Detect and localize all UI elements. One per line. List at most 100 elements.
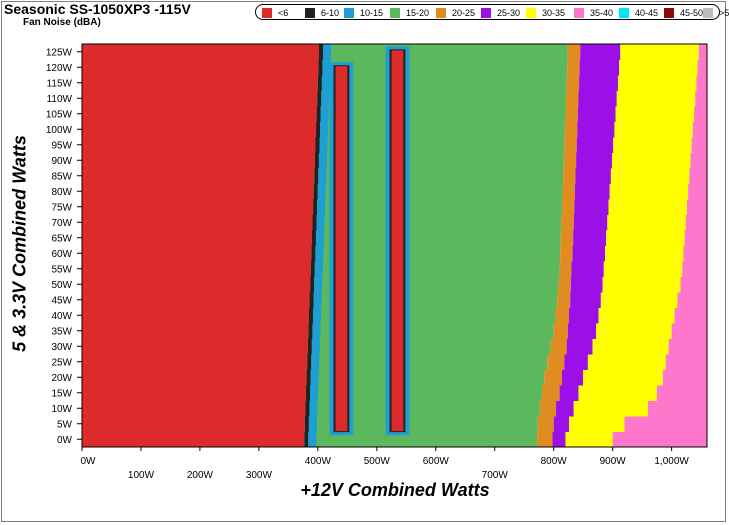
heatmap-cell <box>82 338 308 355</box>
heatmap-cell <box>539 400 557 417</box>
legend-label: 25-30 <box>497 7 521 18</box>
legend-item: 45-50 <box>664 7 703 18</box>
heatmap-cell <box>311 338 320 355</box>
heatmap-cell <box>579 59 620 76</box>
heatmap-cell <box>569 307 599 324</box>
heatmap-cell <box>674 307 707 324</box>
heatmap-cell <box>315 245 324 262</box>
heatmap-cell <box>571 261 604 277</box>
heatmap-cell <box>309 292 314 308</box>
heatmap-cell <box>306 385 542 401</box>
heatmap-cell <box>82 292 310 308</box>
heatmap-cell <box>82 137 316 153</box>
heatmap-cell <box>314 276 323 293</box>
heatmap-cell <box>558 276 571 293</box>
heatmap-cell <box>561 369 584 386</box>
heatmap-cell <box>311 354 320 370</box>
heatmap-cell <box>561 199 575 215</box>
heatmap-cell <box>318 152 327 169</box>
heatmap-cell <box>575 168 611 184</box>
heatmap-cell <box>306 369 311 386</box>
heatmap-cell <box>682 261 707 277</box>
heatmap-cells <box>82 44 707 448</box>
heatmap-cell <box>82 307 310 324</box>
heatmap-cell <box>313 292 322 308</box>
legend-swatch <box>305 7 315 18</box>
heatmap-cell <box>587 354 666 370</box>
heatmap-cell <box>321 75 330 91</box>
legend-swatch <box>390 7 400 18</box>
heatmap-cell <box>602 276 681 293</box>
heatmap-cell <box>624 416 707 432</box>
heatmap-cell <box>82 75 318 91</box>
heatmap-cell <box>308 431 317 448</box>
heatmap-cell <box>560 230 574 246</box>
heatmap-cell <box>314 152 319 169</box>
x-axis-label: +12V Combined Watts <box>300 480 490 500</box>
heatmap-cell <box>688 183 707 200</box>
legend-item: >50 <box>703 7 729 18</box>
heatmap-cell <box>317 90 567 107</box>
heatmap-cell <box>577 121 615 138</box>
heatmap-cell <box>317 75 567 91</box>
heatmap-cell <box>574 183 610 200</box>
heatmap-cell <box>560 245 573 262</box>
heatmap-cell <box>614 121 693 138</box>
heatmap-cell <box>315 137 320 153</box>
chart-title: Seasonic SS-1050XP3 -115V <box>4 1 191 17</box>
legend-label: 35-40 <box>590 7 614 18</box>
legend-label: 30-35 <box>542 7 566 18</box>
heatmap-cell <box>574 199 609 215</box>
legend-label: 6-10 <box>321 7 340 18</box>
x-tick-label: 0W <box>81 456 97 467</box>
heatmap-cell <box>307 354 312 370</box>
y-tick-label: 35W <box>51 326 72 337</box>
y-tick-label: 70W <box>51 218 72 229</box>
heatmap-cell <box>82 354 308 370</box>
legend-item: 35-40 <box>574 7 613 18</box>
y-tick-label: 115W <box>47 78 73 89</box>
y-tick-label: 25W <box>51 357 72 368</box>
heatmap-cell <box>566 90 579 107</box>
heatmap-cell <box>547 354 565 370</box>
heatmap-cell <box>82 121 317 138</box>
heatmap-cell <box>311 230 316 246</box>
x-tick-label: 300W <box>246 470 273 481</box>
heatmap-cell <box>313 183 563 200</box>
heatmap-cell <box>313 307 322 324</box>
heatmap-cell <box>309 400 318 417</box>
heatmap-cell <box>82 400 306 417</box>
legend-swatch <box>436 7 446 18</box>
heatmap-cell <box>82 199 314 215</box>
x-tick-label: 900W <box>600 456 627 467</box>
heatmap-cell <box>306 369 545 386</box>
heatmap-cell <box>82 230 312 246</box>
heatmap-cell <box>308 416 317 432</box>
heatmap-island <box>391 50 404 432</box>
heatmap-cell <box>671 323 707 339</box>
legend-label: >50 <box>719 7 729 18</box>
legend-item: 20-25 <box>436 7 475 18</box>
heatmap-islands <box>329 46 410 436</box>
y-tick-label: 100W <box>46 125 73 136</box>
heatmap-cell <box>567 323 597 339</box>
heatmap-cell <box>564 121 578 138</box>
heatmap-cell <box>563 168 576 184</box>
heatmap-cell <box>309 292 558 308</box>
heatmap-cell <box>553 323 568 339</box>
legend-item: 30-35 <box>526 7 565 18</box>
heatmap-cell <box>313 199 318 215</box>
y-tick-label: 95W <box>51 140 72 151</box>
legend-swatch <box>481 7 491 18</box>
heatmap-cell <box>598 307 675 324</box>
heatmap-cell <box>567 44 581 60</box>
heatmap-cell <box>317 199 326 215</box>
heatmap-cell <box>314 152 564 169</box>
heatmap-cell <box>323 44 332 60</box>
y-tick-label: 75W <box>51 202 72 213</box>
legend-label: 10-15 <box>360 7 384 18</box>
y-tick-label: 85W <box>51 171 72 182</box>
x-tick-label: 800W <box>541 456 568 467</box>
y-tick-label: 80W <box>51 187 72 198</box>
y-tick-label: 0W <box>57 435 73 446</box>
